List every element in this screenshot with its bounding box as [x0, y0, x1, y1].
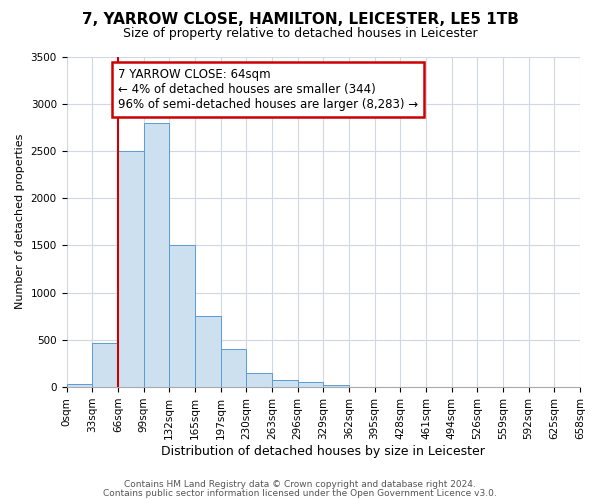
Bar: [323, 385, 349, 387]
Bar: [298, 382, 323, 387]
Bar: [169, 246, 195, 387]
Text: Contains public sector information licensed under the Open Government Licence v3: Contains public sector information licen…: [103, 488, 497, 498]
Bar: [92, 342, 118, 387]
Bar: [221, 350, 246, 387]
Bar: [272, 380, 298, 387]
Bar: [195, 316, 221, 387]
Text: 7 YARROW CLOSE: 64sqm
← 4% of detached houses are smaller (344)
96% of semi-deta: 7 YARROW CLOSE: 64sqm ← 4% of detached h…: [118, 68, 418, 111]
Text: Contains HM Land Registry data © Crown copyright and database right 2024.: Contains HM Land Registry data © Crown c…: [124, 480, 476, 489]
Text: 7, YARROW CLOSE, HAMILTON, LEICESTER, LE5 1TB: 7, YARROW CLOSE, HAMILTON, LEICESTER, LE…: [82, 12, 518, 28]
Bar: [143, 122, 169, 387]
Bar: [118, 151, 143, 387]
X-axis label: Distribution of detached houses by size in Leicester: Distribution of detached houses by size …: [161, 444, 485, 458]
Bar: [67, 384, 92, 387]
Bar: [246, 373, 272, 387]
Text: Size of property relative to detached houses in Leicester: Size of property relative to detached ho…: [122, 28, 478, 40]
Y-axis label: Number of detached properties: Number of detached properties: [15, 134, 25, 310]
